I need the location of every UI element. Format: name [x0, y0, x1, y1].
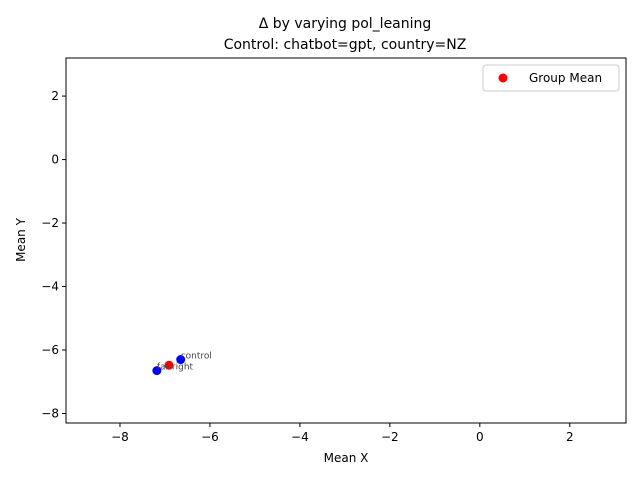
- y-tick-label: −4: [41, 280, 59, 294]
- x-tick-label: 2: [566, 430, 574, 444]
- chart-subtitle: Control: chatbot=gpt, country=NZ: [224, 37, 467, 53]
- plot-area: [65, 57, 627, 424]
- legend-box: [482, 64, 620, 92]
- chart-title: Δ by varying pol_leaning: [259, 16, 432, 32]
- legend: Group Mean: [482, 64, 620, 92]
- y-tick-label: 2: [51, 89, 59, 103]
- data-point: [152, 366, 162, 376]
- x-tick-label: −2: [381, 430, 399, 444]
- x-tick-label: 0: [476, 430, 484, 444]
- x-tick-label: −6: [201, 430, 219, 444]
- point-label: far-right: [157, 363, 194, 373]
- point-label: control: [181, 352, 212, 362]
- y-tick-label: −2: [41, 216, 59, 230]
- y-tick-label: 0: [51, 153, 59, 167]
- y-tick-label: −8: [41, 406, 59, 420]
- group-mean-point: [164, 360, 174, 370]
- x-tick-label: −8: [111, 430, 129, 444]
- y-tick-label: −6: [41, 343, 59, 357]
- y-axis-label: Mean Y: [14, 217, 28, 262]
- data-point: [176, 355, 186, 365]
- legend-marker-group-mean: [498, 73, 508, 83]
- y-axis-ticks: −8 −6 −4 −2 0 2: [41, 89, 66, 420]
- x-axis-ticks: −8 −6 −4 −2 0 2: [111, 423, 574, 444]
- x-tick-label: −4: [291, 430, 309, 444]
- legend-label-group-mean: Group Mean: [529, 71, 602, 85]
- x-axis-label: Mean X: [324, 451, 369, 465]
